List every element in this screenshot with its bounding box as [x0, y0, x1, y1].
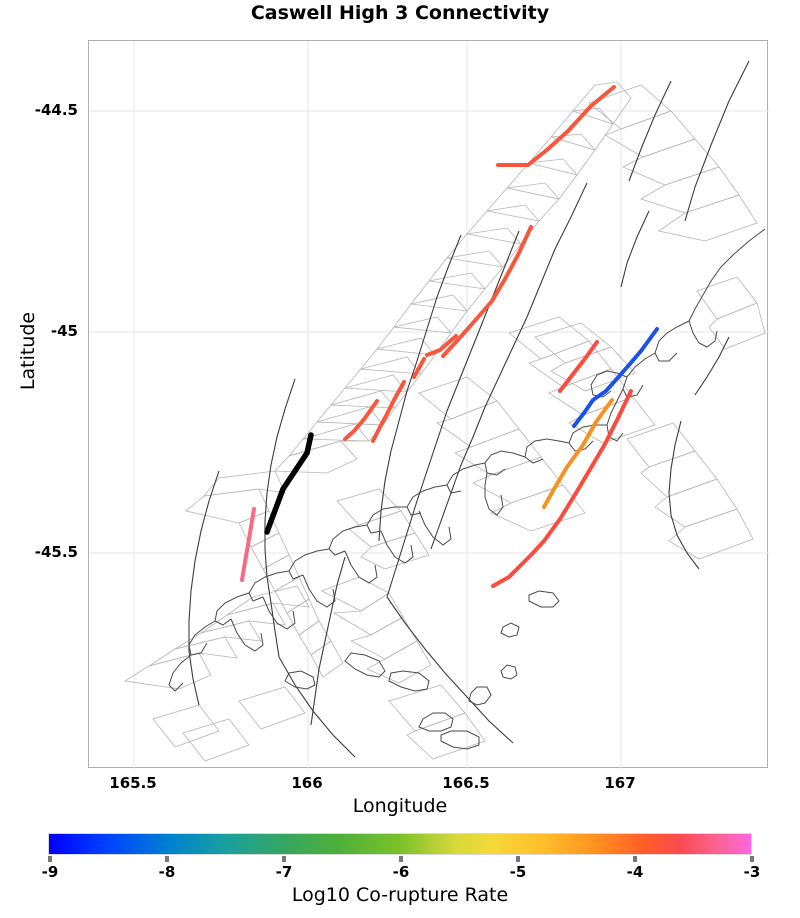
colorbar-tick — [750, 856, 754, 862]
colorbar-tick-label: -6 — [392, 863, 410, 881]
fault-traces — [188, 60, 750, 758]
colorbar-tick-label: -7 — [275, 863, 293, 881]
x-tick-label: 166 — [291, 774, 323, 792]
x-tick-label: 167 — [604, 774, 636, 792]
connected-fault-f9 — [542, 398, 614, 509]
x-tick-label: 166.5 — [442, 774, 490, 792]
map-plot-area[interactable] — [88, 40, 769, 769]
y-tick-label: -44.5 — [34, 101, 78, 119]
page-title: Caswell High 3 Connectivity — [250, 2, 550, 24]
colorbar[interactable]: -9 -8 -7 -6 -5 -4 -3 — [42, 833, 760, 881]
connected-fault-f6 — [343, 399, 379, 441]
colorbar-tick — [633, 856, 637, 862]
connected-faults — [240, 85, 659, 588]
colorbar-tick — [516, 856, 520, 862]
colorbar-tick-label: -4 — [626, 863, 644, 881]
colorbar-tick-label: -9 — [41, 863, 59, 881]
connected-fault-f8 — [572, 327, 659, 428]
colorbar-tick — [48, 856, 52, 862]
colorbar-tick-label: -5 — [509, 863, 527, 881]
connected-fault-f10 — [491, 389, 633, 588]
colorbar-tick — [399, 856, 403, 862]
y-tick-label: -45.5 — [34, 543, 78, 561]
colorbar-tick — [282, 856, 286, 862]
connected-fault-f2 — [441, 225, 533, 358]
fault-section-polygons — [123, 81, 766, 762]
gridlines — [89, 41, 769, 769]
y-tick-label: -45 — [50, 322, 78, 340]
coastline — [168, 228, 766, 750]
colorbar-tick-label: -8 — [158, 863, 176, 881]
colorbar-tick-label: -3 — [743, 863, 761, 881]
connected-fault-f4 — [412, 357, 426, 379]
x-tick-label: 165.5 — [109, 774, 157, 792]
connected-fault-f5 — [371, 380, 406, 443]
source-fault-caswell-high-3 — [264, 432, 314, 535]
connected-fault-f11 — [240, 507, 256, 582]
colorbar-tick — [165, 856, 169, 862]
map-canvas — [89, 41, 769, 769]
colorbar-gradient — [48, 833, 752, 855]
connected-fault-f1 — [496, 85, 616, 167]
x-axis-label: Longitude — [352, 795, 448, 817]
y-axis-label: Latitude — [17, 311, 39, 391]
colorbar-title: Log10 Co-rupture Rate — [291, 884, 509, 906]
connected-fault-f3 — [425, 334, 458, 357]
connected-fault-f7 — [558, 340, 599, 393]
